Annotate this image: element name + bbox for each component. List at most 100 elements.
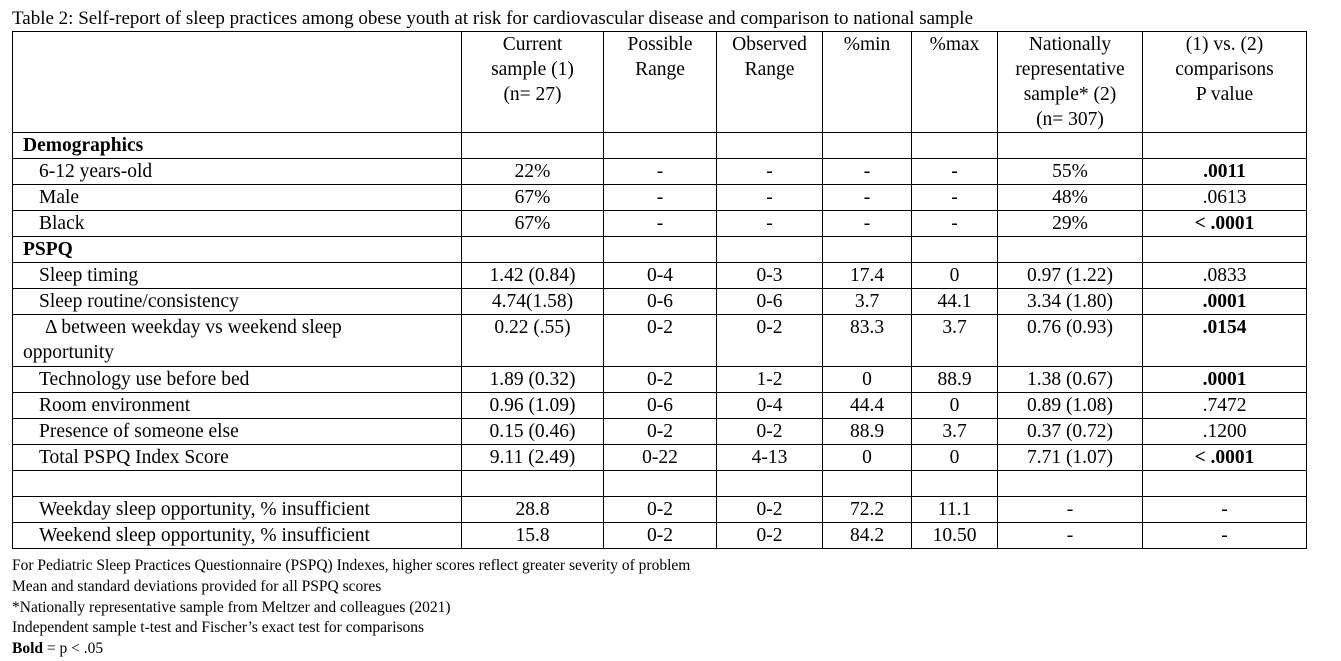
cell-possible: 0-22 [603, 444, 717, 471]
cell-min: 0 [822, 366, 912, 393]
cell-national: - [997, 496, 1143, 523]
cell-current: 1.89 (0.32) [461, 366, 604, 393]
cell-possible: 0-2 [603, 522, 717, 549]
header-observed-range: Observed Range [716, 31, 823, 133]
cell-current: 67% [461, 184, 604, 211]
row-label-line: opportunity [23, 342, 114, 363]
cell-max: 11.1 [911, 496, 998, 523]
cell-min: 88.9 [822, 418, 912, 445]
cell-observed: - [716, 158, 823, 185]
cell-possible: 0-2 [603, 314, 717, 367]
cell-observed: 0-2 [716, 418, 823, 445]
cell-min: - [822, 158, 912, 185]
cell-observed: 0-6 [716, 288, 823, 315]
table-row: Sleep timing 1.42 (0.84) 0-4 0-3 17.4 0 … [12, 262, 1307, 289]
table-row: Room environment 0.96 (1.09) 0-6 0-4 44.… [12, 392, 1307, 419]
cell-p-value: .0613 [1142, 184, 1307, 211]
cell-max: 88.9 [911, 366, 998, 393]
section-row-pspq: PSPQ [12, 236, 1307, 263]
cell-possible: 0-6 [603, 288, 717, 315]
cell-max: 0 [911, 262, 998, 289]
footnote-line: Mean and standard deviations provided fo… [12, 577, 382, 595]
cell-min: 72.2 [822, 496, 912, 523]
header-row: Current sample (1) (n= 27) Possible Rang… [12, 31, 1307, 133]
cell-max: 44.1 [911, 288, 998, 315]
cell-observed: 1-2 [716, 366, 823, 393]
cell-p-value: .0001 [1142, 366, 1307, 393]
row-label: Sleep timing [12, 262, 462, 289]
cell-current: 15.8 [461, 522, 604, 549]
cell-observed: 0-2 [716, 522, 823, 549]
footnote-bold-meaning: = p < .05 [43, 640, 104, 658]
cell-p-value: .0011 [1142, 158, 1307, 185]
cell-max: 0 [911, 392, 998, 419]
cell-min: 0 [822, 444, 912, 471]
cell-observed: 0-2 [716, 496, 823, 523]
cell-current: 0.22 (.55) [461, 314, 604, 367]
cell-current: 9.11 (2.49) [461, 444, 604, 471]
table-row: Weekend sleep opportunity, % insufficien… [12, 522, 1307, 549]
cell-national: 29% [997, 210, 1143, 237]
table-row: Presence of someone else 0.15 (0.46) 0-2… [12, 418, 1307, 445]
table-row: Sleep routine/consistency 4.74(1.58) 0-6… [12, 288, 1307, 315]
cell-national: 0.37 (0.72) [997, 418, 1143, 445]
cell-current: 4.74(1.58) [461, 288, 604, 315]
cell-possible: 0-2 [603, 366, 717, 393]
cell-max: - [911, 184, 998, 211]
row-label: 6-12 years-old [12, 158, 462, 185]
cell-observed: 0-4 [716, 392, 823, 419]
cell-observed: - [716, 210, 823, 237]
cell-possible: 0-4 [603, 262, 717, 289]
row-label: Room environment [12, 392, 462, 419]
cell-possible: - [603, 158, 717, 185]
cell-p-value: - [1142, 496, 1307, 523]
section-label-pspq: PSPQ [12, 236, 462, 263]
table-row: Total PSPQ Index Score 9.11 (2.49) 0-22 … [12, 444, 1307, 471]
cell-national: 55% [997, 158, 1143, 185]
footnote-line: For Pediatric Sleep Practices Questionna… [12, 557, 691, 574]
cell-observed: 0-3 [716, 262, 823, 289]
row-label: Sleep routine/consistency [12, 288, 462, 315]
row-label: Weekend sleep opportunity, % insufficien… [12, 522, 462, 549]
cell-max: 3.7 [911, 314, 998, 367]
cell-national: - [997, 522, 1143, 549]
table-row: Δ between weekday vs weekend sleep oppor… [12, 314, 1307, 367]
header-blank-cell [12, 31, 462, 133]
cell-min: - [822, 210, 912, 237]
cell-current: 1.42 (0.84) [461, 262, 604, 289]
cell-p-value: < .0001 [1142, 444, 1307, 471]
cell-national: 0.76 (0.93) [997, 314, 1143, 367]
cell-observed: - [716, 184, 823, 211]
cell-max: 0 [911, 444, 998, 471]
cell-min: 44.4 [822, 392, 912, 419]
row-label-line: Δ between weekday vs weekend sleep [45, 317, 342, 338]
cell-possible: - [603, 210, 717, 237]
table-row: Technology use before bed 1.89 (0.32) 0-… [12, 366, 1307, 393]
cell-p-value: .0001 [1142, 288, 1307, 315]
cell-min: 17.4 [822, 262, 912, 289]
footnote-line: Bold = p < .05 [12, 639, 690, 660]
row-label: Technology use before bed [12, 366, 462, 393]
cell-observed: 4-13 [716, 444, 823, 471]
row-label: Presence of someone else [12, 418, 462, 445]
cell-possible: 0-2 [603, 418, 717, 445]
table-row: 6-12 years-old 22% - - - - 55% .0011 [12, 158, 1307, 185]
header-pct-max: %max [911, 31, 998, 133]
cell-min: 3.7 [822, 288, 912, 315]
section-row-demographics: Demographics [12, 132, 1307, 159]
header-current-sample: Current sample (1) (n= 27) [461, 31, 604, 133]
row-label: Total PSPQ Index Score [12, 444, 462, 471]
cell-possible: 0-6 [603, 392, 717, 419]
table-caption: Table 2: Self-report of sleep practices … [12, 8, 974, 29]
cell-current: 0.96 (1.09) [461, 392, 604, 419]
cell-max: - [911, 158, 998, 185]
cell-min: 83.3 [822, 314, 912, 367]
cell-max: 10.50 [911, 522, 998, 549]
row-label: Weekday sleep opportunity, % insufficien… [12, 496, 462, 523]
cell-current: 22% [461, 158, 604, 185]
cell-national: 0.97 (1.22) [997, 262, 1143, 289]
cell-min: 84.2 [822, 522, 912, 549]
cell-national: 0.89 (1.08) [997, 392, 1143, 419]
cell-p-value: .0154 [1142, 314, 1307, 367]
table-row: Weekday sleep opportunity, % insufficien… [12, 496, 1307, 523]
